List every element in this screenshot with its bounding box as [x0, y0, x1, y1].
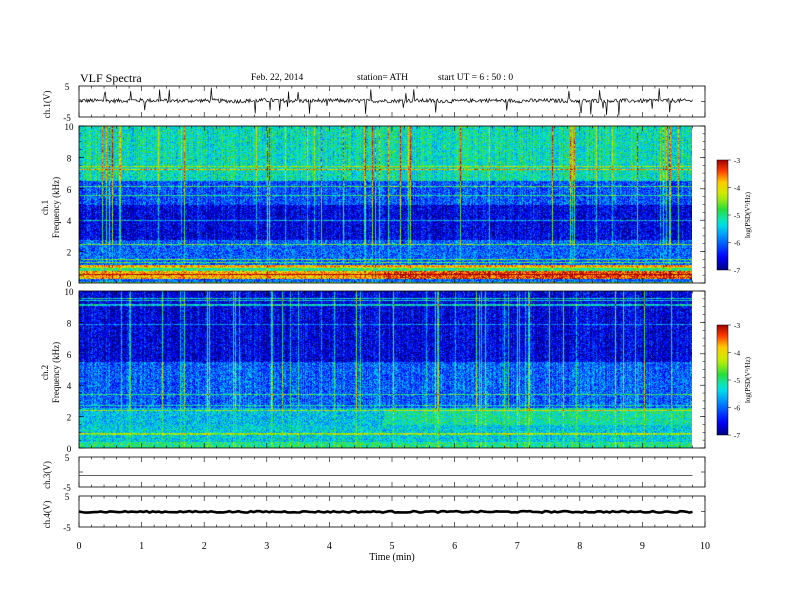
- x-tick-label: 8: [577, 541, 582, 552]
- spectrogram-ch1-spectrogram: [79, 126, 692, 283]
- y-tick-label: 10: [65, 287, 75, 297]
- colorbar-label: log(PSD(V²/Hz): [744, 356, 752, 403]
- x-tick-label: 10: [700, 541, 710, 552]
- start-time-label: start UT = 6 : 50 : 0: [438, 73, 514, 83]
- y-axis-label-frequency: Frequency (kHz): [51, 177, 61, 238]
- colorbar-ch2-spectrogram: [716, 324, 729, 436]
- y-axis-label-channel: ch.2: [40, 365, 50, 380]
- y-tick-label: 5: [65, 82, 70, 92]
- y-tick-label: 8: [67, 153, 72, 163]
- y-axis-label-ch3-waveform: ch.3(V): [42, 461, 52, 489]
- colorbar-tick-label: -6: [734, 404, 740, 413]
- y-tick-label: 6: [67, 185, 72, 195]
- y-tick-label: -5: [63, 113, 71, 123]
- colorbar-tick-label: -5: [734, 211, 740, 220]
- date-label: Feb. 22, 2014: [251, 73, 304, 83]
- y-axis-label-ch4-waveform: ch.4(V): [42, 501, 52, 529]
- y-tick-label: 5: [65, 492, 70, 502]
- spectrogram-ch2-spectrogram: [79, 291, 692, 448]
- y-tick-label: 4: [67, 381, 72, 391]
- x-tick-label: 5: [390, 541, 395, 552]
- x-tick-label: 3: [264, 541, 269, 552]
- y-tick-label: 4: [67, 216, 72, 226]
- x-tick-label: 7: [515, 541, 520, 552]
- colorbar-tick-label: -5: [734, 376, 740, 385]
- chart-title: VLF Spectra: [80, 71, 142, 85]
- y-tick-label: 2: [67, 413, 72, 423]
- colorbar-tick-label: -4: [734, 184, 740, 193]
- y-tick-label: 6: [67, 350, 72, 360]
- x-tick-label: 1: [139, 541, 144, 552]
- y-axis-label-frequency: Frequency (kHz): [51, 342, 61, 403]
- colorbar-tick-label: -7: [734, 266, 740, 275]
- y-tick-label: 5: [65, 453, 70, 463]
- y-tick-label: -5: [63, 483, 71, 493]
- x-tick-label: 9: [640, 541, 645, 552]
- x-axis-label: Time (min): [369, 552, 414, 563]
- y-axis-label-channel: ch.1: [40, 200, 50, 215]
- y-tick-label: 8: [67, 318, 72, 328]
- colorbar-tick-label: -3: [734, 321, 740, 330]
- x-tick-label: 4: [327, 541, 332, 552]
- x-tick-label: 2: [202, 541, 207, 552]
- trace-ch1-waveform: [78, 87, 693, 116]
- y-tick-label: 0: [67, 279, 72, 289]
- y-tick-label: -5: [63, 523, 71, 533]
- colorbar-label: log(PSD(V²/Hz): [744, 191, 752, 238]
- colorbar-tick-label: -6: [734, 239, 740, 248]
- colorbar-tick-label: -4: [734, 349, 740, 358]
- colorbar-ch1-spectrogram: [716, 159, 729, 271]
- y-tick-label: 0: [67, 444, 72, 454]
- y-tick-label: 2: [67, 248, 72, 258]
- trace-ch4-waveform: [78, 509, 693, 515]
- station-label: station= ATH: [357, 73, 409, 83]
- x-tick-label: 0: [77, 541, 82, 552]
- x-tick-label: 6: [452, 541, 457, 552]
- colorbar-tick-label: -7: [734, 431, 740, 440]
- colorbar-tick-label: -3: [734, 156, 740, 165]
- y-axis-label-ch1-waveform: ch.1(V): [42, 91, 52, 119]
- y-tick-label: 10: [65, 122, 75, 132]
